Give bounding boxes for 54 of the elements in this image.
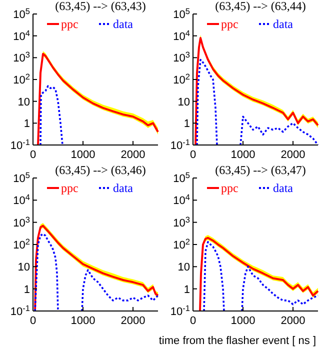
- y-tick-label: 10: [178, 96, 190, 108]
- x-tick-label: 0: [30, 149, 36, 161]
- x-tick-label: 0: [30, 315, 36, 327]
- x-tick-label: 0: [190, 315, 196, 327]
- x-tick-label: 1000: [230, 315, 256, 327]
- y-tick-label: 10$^{3}$: [13, 50, 30, 65]
- y-tick-label: 10$^{3}$: [173, 214, 190, 230]
- x-tick-label: 1000: [70, 149, 96, 161]
- y-tick-label: 10: [178, 262, 190, 274]
- y-tick-label: 10$^{4}$: [173, 192, 190, 208]
- y-tick-label: 10$^{-1}$: [10, 138, 30, 152]
- y-tick-label: 10$^{4}$: [173, 28, 190, 43]
- chart-title: (63,45) --> (63,44): [215, 0, 306, 13]
- y-tick-label: 10$^{4}$: [13, 192, 30, 208]
- legend-label: data: [113, 17, 134, 31]
- y-tick-label: 10$^{5}$: [13, 170, 30, 185]
- x-tick-label: 2000: [120, 149, 146, 161]
- x-axis-title: time from the flasher event [ ns ]: [158, 335, 316, 347]
- y-tick-label: 10: [18, 262, 30, 274]
- legend-label: data: [273, 17, 294, 31]
- chart-title: (63,45) --> (63,43): [55, 0, 146, 13]
- y-tick-label: 10$^{2}$: [173, 72, 190, 86]
- y-tick-label: 10$^{5}$: [13, 6, 30, 21]
- y-tick-label: 10$^{-1}$: [170, 304, 190, 318]
- legend-label: data: [273, 181, 294, 195]
- legend-label: ppc: [61, 17, 78, 31]
- y-tick-label: 10$^{2}$: [13, 72, 30, 86]
- line-series: [40, 85, 64, 146]
- y-tick-label: 10$^{-1}$: [170, 138, 190, 152]
- y-tick-label: 1: [24, 284, 30, 296]
- y-tick-label: 10$^{-1}$: [10, 304, 30, 318]
- legend-label: ppc: [221, 17, 238, 31]
- y-tick-label: 10$^{2}$: [13, 237, 30, 252]
- x-tick-label: 2000: [280, 315, 306, 327]
- y-tick-label: 1: [184, 284, 190, 296]
- y-tick-label: 10$^{4}$: [13, 28, 30, 43]
- y-tick-label: 10$^{5}$: [173, 170, 190, 185]
- y-tick-label: 10$^{2}$: [173, 237, 190, 252]
- x-tick-label: 2000: [120, 315, 146, 327]
- y-tick-label: 10$^{3}$: [13, 214, 30, 230]
- y-tick-label: 1: [184, 118, 190, 130]
- y-tick-label: 10: [18, 96, 30, 108]
- chart-title: (63,45) --> (63,46): [55, 163, 146, 177]
- legend-label: ppc: [61, 181, 78, 195]
- x-tick-label: 1000: [70, 315, 96, 327]
- chart-title: (63,45) --> (63,47): [215, 163, 306, 177]
- y-tick-label: 1: [24, 118, 30, 130]
- x-tick-label: 2000: [280, 149, 306, 161]
- y-tick-label: 10$^{3}$: [173, 50, 190, 65]
- legend-label: data: [113, 181, 134, 195]
- x-tick-label: 0: [190, 149, 196, 161]
- legend-label: ppc: [221, 181, 238, 195]
- y-tick-label: 10$^{5}$: [173, 6, 190, 21]
- x-tick-label: 1000: [230, 149, 256, 161]
